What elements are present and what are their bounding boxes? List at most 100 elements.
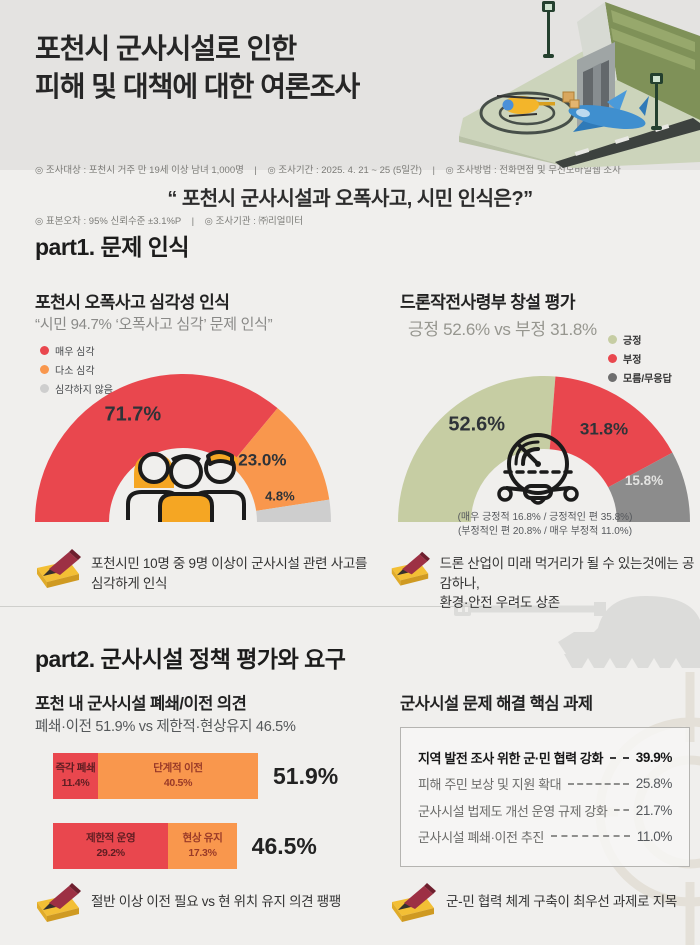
legend-item: 심각하지 않음 (40, 381, 113, 396)
legend-item: 모름/무응답 (608, 370, 672, 385)
closure-chart-title: 포천 내 군사시설 폐쇄/이전 의견 (35, 695, 247, 713)
bar-segment: 현상 유지 17.3% (168, 823, 237, 869)
bar-row: 제한적 운영 29.2% 현상 유지 17.3% 46.5% (53, 823, 393, 869)
gauge-slice-value-label: 4.8% (265, 489, 295, 504)
drone-icon (497, 433, 579, 505)
legend-item: 긍정 (608, 332, 672, 347)
part2-note-right: 군-민 협력 체계 구축이 최우선 과제로 지목 (390, 882, 677, 926)
legend-dot-icon (608, 373, 617, 382)
note-line: 포천시민 10명 중 9명 이상이 군사시설 관련 사고를 (91, 556, 368, 571)
task-row: 군사시설 법제도 개선 운영 규제 강화 21.7% (418, 801, 672, 820)
bar-segment-value: 17.3% (188, 847, 217, 859)
gauge-slice-value-label: 15.8% (625, 473, 663, 488)
bar-row: 즉각 폐쇄 11.4% 단계적 이전 40.5% 51.9% (53, 753, 393, 799)
closure-bars-chart: 즉각 폐쇄 11.4% 단계적 이전 40.5% 51.9% 제한적 운영 29.2% 현상 … (53, 753, 393, 893)
legend-dot-icon (40, 365, 49, 374)
dashed-leader (610, 756, 629, 759)
task-chart-title: 군사시설 문제 해결 핵심 과제 (400, 695, 593, 713)
legend-item: 부정 (608, 351, 672, 366)
gauge-slice (35, 374, 278, 522)
bar-segment-label: 즉각 폐쇄 (55, 762, 96, 774)
footnote-line: (매우 긍정적 16.8% / 긍정적인 편 35.8%) (457, 512, 633, 523)
section-divider (0, 606, 492, 607)
bar-segment: 즉각 폐쇄 11.4% (53, 753, 99, 799)
bar-segment-value: 29.2% (96, 847, 126, 859)
gauge-slice (256, 499, 331, 522)
part2-heading-prefix: part2. (35, 646, 95, 672)
legend-item: 매우 심각 (40, 343, 113, 358)
drone-chart-subtitle: 긍정 52.6% vs 부정 31.8% (408, 320, 597, 339)
gauge-slice (398, 376, 556, 522)
task-value: 39.9% (635, 750, 673, 765)
survey-meta: ◎ 조사대상 : 포천시 거주 만 19세 이상 남녀 1,000명 | ◎ 조… (35, 128, 621, 264)
drone-gauge-footnote: (매우 긍정적 16.8% / 긍정적인 편 35.8%) (부정적인 편 20… (400, 511, 690, 539)
part1-heading-prefix: part1. (35, 234, 95, 260)
sticky-note-pencil-icon (392, 883, 436, 922)
dashed-leader (614, 809, 629, 812)
note-text: 군-민 협력 체계 구축이 최우선 과제로 지목 (446, 894, 677, 909)
task-value: 25.8% (635, 776, 673, 792)
legend-item: 다소 심각 (40, 362, 113, 377)
legend-label: 부정 (623, 355, 642, 366)
page-title: 포천시 군사시설로 인한 피해 및 대책에 대한 여론조사 (35, 30, 360, 106)
page-title-line1: 포천시 군사시설로 인한 (35, 33, 297, 64)
task-list-box: 지역 발전 조사 위한 군·민 협력 강화 39.9% 피해 주민 보상 및 지원 … (400, 727, 690, 867)
part2-heading: part2. 군사시설 정책 평가와 요구 (35, 640, 346, 674)
bar-strip: 제한적 운영 29.2% 현상 유지 17.3% (53, 823, 237, 869)
note-text: 포천시민 10명 중 9명 이상이 군사시설 관련 사고를 심각하게 인식 (91, 554, 367, 593)
footnote-line: (부정적인 편 20.8% / 매우 부정적 11.0%) (457, 526, 633, 537)
legend-label: 긍정 (623, 336, 642, 347)
gauge-slice (230, 408, 330, 511)
severity-chart-title: 포천시 오폭사고 심각성 인식 (35, 293, 230, 312)
drone-chart-title: 드론작전사령부 창설 평가 (400, 293, 576, 312)
helicopter-icon (496, 95, 555, 117)
task-label: 군사시설 폐쇄·이전 추진 (418, 829, 544, 845)
survey-meta-line1: ◎ 조사대상 : 포천시 거주 만 19세 이상 남녀 1,000명 | ◎ 조… (35, 165, 621, 176)
bar-segment: 단계적 이전 40.5% (98, 753, 258, 799)
bar-segment-label: 제한적 운영 (85, 832, 136, 844)
part1-note-right: 드론 산업이 미래 먹거리가 될 수 있는것에는 공감하나, 환경·안전 우려도… (390, 548, 695, 613)
airplane-icon (568, 90, 649, 132)
task-label: 지역 발전 조사 위한 군·민 협력 강화 (418, 751, 604, 766)
gauge-slice (549, 376, 673, 488)
survey-meta-line2: ◎ 표본오차 : 95% 신뢰수준 ±3.1%P | ◎ 조사기관 : ㈜리얼미… (35, 216, 303, 227)
legend-label: 매우 심각 (55, 347, 95, 358)
bar-total-label: 51.9% (272, 762, 339, 789)
military-base-illustration (459, 1, 700, 168)
gauge-slice (608, 452, 690, 522)
note-line: 환경·안전 우려도 상존 (439, 595, 560, 611)
gauge-slice-value-label: 23.0% (238, 451, 286, 470)
severity-chart-subtitle: “시민 94.7% ‘오폭사고 심각’ 문제 인식” (35, 316, 273, 333)
legend-label: 심각하지 않음 (55, 385, 113, 396)
tank-silhouette (454, 596, 700, 668)
note-line: 드론 산업이 미래 먹거리가 될 수 있는것에는 공감하나, (439, 556, 695, 591)
legend-label: 모름/무응답 (623, 374, 672, 385)
task-row: 군사시설 폐쇄·이전 추진 11.0% (418, 827, 672, 846)
part1-heading-text: 문제 인식 (94, 234, 190, 260)
task-label: 피해 주민 보상 및 지원 확대 (418, 777, 562, 793)
gauge-slice-value-label: 52.6% (448, 413, 505, 435)
bar-segment: 제한적 운영 29.2% (53, 823, 169, 869)
legend-dot-icon (40, 384, 49, 393)
bar-segment-value: 40.5% (163, 777, 193, 789)
gauge-slice-value-label: 31.8% (580, 419, 628, 438)
bar-total-label: 46.5% (251, 832, 317, 859)
people-icon (126, 450, 246, 522)
closure-chart-subtitle: 폐쇄·이전 51.9% vs 제한적·현상유지 46.5% (35, 719, 296, 735)
drone-gauge-chart: 52.6% 31.8% 15.8% (398, 376, 690, 522)
header: 포천시 군사시설로 인한 피해 및 대책에 대한 여론조사 ◎ 조사대상 : 포… (0, 0, 700, 227)
part2-heading-text: 군사시설 정책 평가와 요구 (94, 646, 346, 672)
headline-quote: “ 포천시 군사시설과 오폭사고, 시민 인식은?” (167, 188, 533, 210)
drone-legend: 긍정 부정 모름/무응답 (608, 332, 672, 389)
gauge-slice-value-label: 71.7% (104, 403, 161, 425)
sticky-note-pencil-icon (37, 549, 81, 588)
note-line: 심각하게 인식 (91, 575, 168, 591)
page-title-line2: 피해 및 대책에 대한 여론조사 (35, 71, 360, 102)
severity-gauge-chart: 71.7% 23.0% 4.8% (35, 374, 331, 522)
dashed-leader (550, 835, 630, 838)
dashed-leader (568, 782, 629, 785)
task-value: 21.7% (635, 802, 673, 818)
legend-label: 다소 심각 (55, 366, 95, 377)
severity-legend: 매우 심각 다소 심각 심각하지 않음 (40, 343, 113, 400)
task-row: 피해 주민 보상 및 지원 확대 25.8% (418, 774, 672, 793)
